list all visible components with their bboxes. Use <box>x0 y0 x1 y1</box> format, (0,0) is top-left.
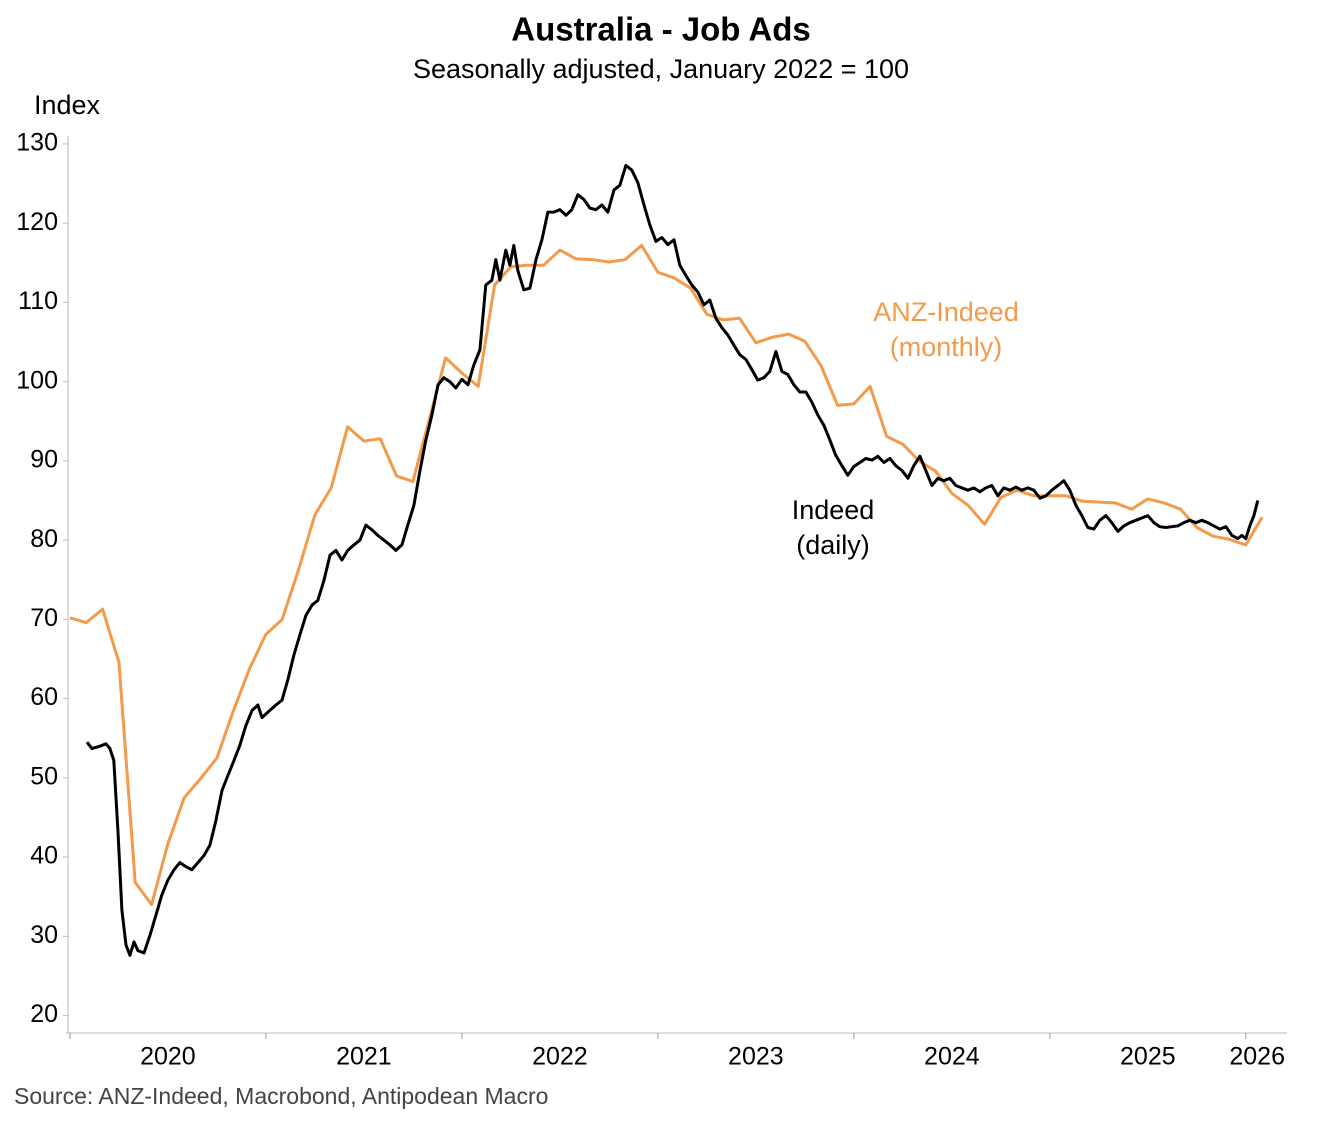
x-tick-label: 2020 <box>140 1043 196 1071</box>
series-annotation: (monthly) <box>890 332 1003 362</box>
y-tick-label: 120 <box>16 208 58 236</box>
series-annotation: (daily) <box>796 530 870 560</box>
x-tick-label: 2024 <box>924 1043 980 1071</box>
series-annotation: ANZ-Indeed <box>873 297 1019 327</box>
chart-subtitle: Seasonally adjusted, January 2022 = 100 <box>413 54 909 84</box>
y-tick-label: 130 <box>16 129 58 157</box>
source-note: Source: ANZ-Indeed, Macrobond, Antipodea… <box>14 1083 548 1109</box>
y-tick-label: 70 <box>30 604 58 632</box>
y-tick-label: 110 <box>18 287 58 315</box>
x-tick-label: 2026 <box>1229 1043 1285 1071</box>
x-tick-label: 2025 <box>1120 1043 1176 1071</box>
x-tick-label: 2023 <box>728 1043 784 1071</box>
y-tick-label: 100 <box>16 366 58 394</box>
series-annotation: Indeed <box>792 495 875 525</box>
x-tick-label: 2022 <box>532 1043 588 1071</box>
series-line <box>85 163 1260 957</box>
y-tick-label: 20 <box>30 1000 58 1028</box>
y-tick-label: 90 <box>30 446 58 474</box>
x-tick-label: 2021 <box>336 1043 392 1071</box>
y-tick-label: 60 <box>30 683 58 711</box>
y-tick-label: 80 <box>30 525 58 553</box>
chart-title: Australia - Job Ads <box>511 11 811 48</box>
y-tick-label: 50 <box>30 762 58 790</box>
y-tick-label: 30 <box>30 921 58 949</box>
y-tick-label: 40 <box>30 842 58 870</box>
series-line <box>69 243 1264 907</box>
y-axis-label: Index <box>34 90 101 120</box>
